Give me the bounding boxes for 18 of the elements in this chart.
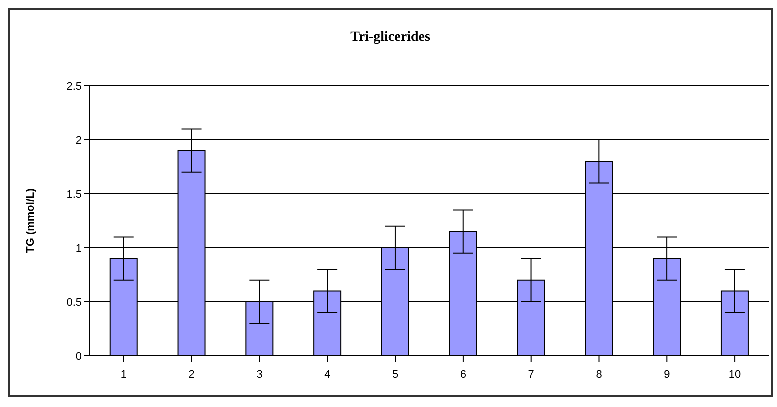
- x-tick-label: 1: [120, 368, 128, 381]
- x-tick-label: 4: [324, 368, 331, 381]
- x-tick-label: 10: [728, 368, 742, 381]
- y-tick-label: 2.5: [66, 80, 82, 93]
- y-tick-label: 0: [76, 350, 82, 363]
- y-axis-title: TG (mmol/L): [24, 188, 37, 254]
- x-tick-label: 8: [596, 368, 602, 381]
- x-tick-label: 3: [256, 368, 263, 381]
- x-tick-label: 5: [392, 368, 399, 381]
- x-tick-label: 6: [460, 368, 467, 381]
- chart-title: Tri-glicerides: [350, 30, 432, 46]
- y-tick-label: 0.5: [66, 296, 82, 309]
- x-tick-label: 9: [664, 368, 670, 381]
- y-tick-label: 1.5: [66, 188, 82, 201]
- y-tick-label: 1: [76, 242, 82, 255]
- x-tick-label: 7: [528, 368, 534, 381]
- y-tick-label: 2: [76, 134, 82, 147]
- x-tick-label: 2: [188, 368, 195, 381]
